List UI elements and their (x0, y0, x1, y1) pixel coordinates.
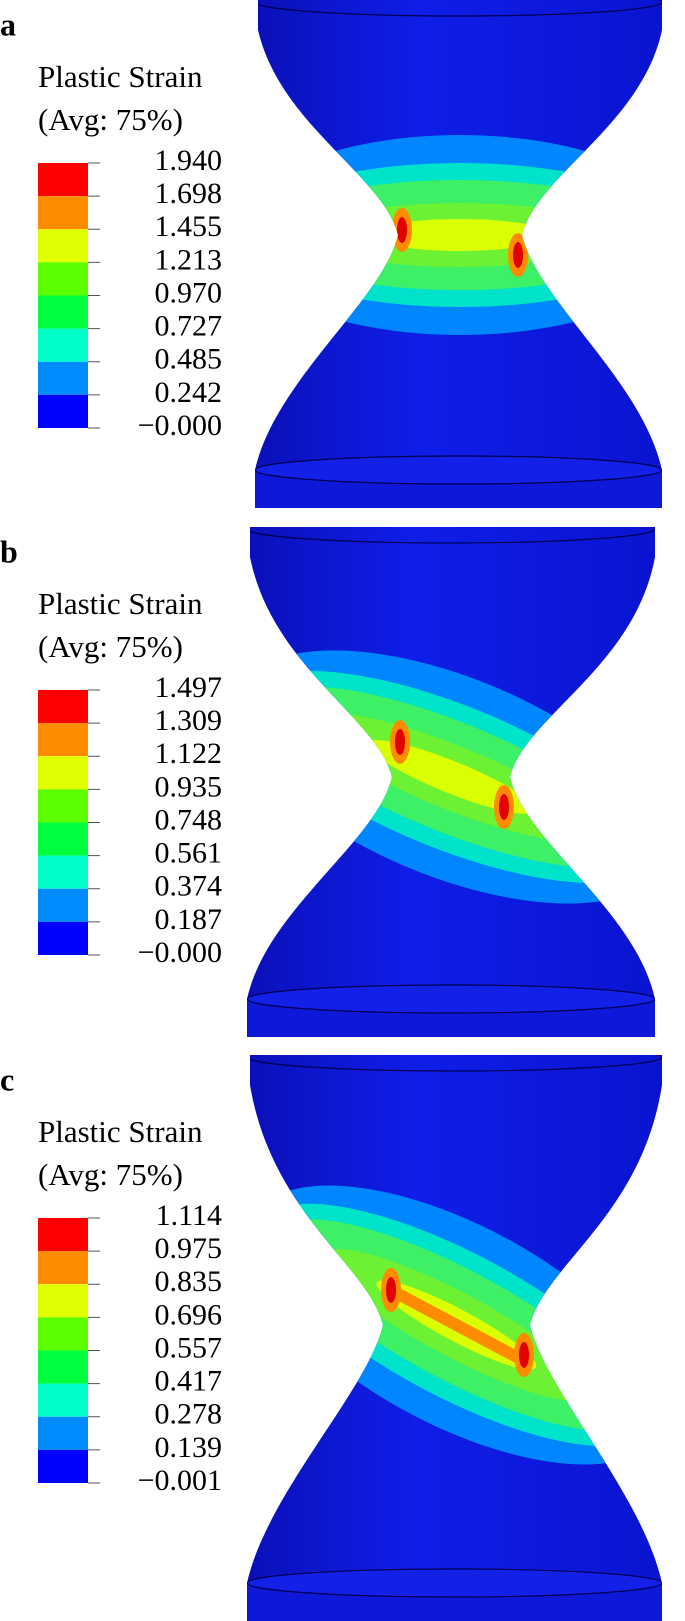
legend-swatch (38, 921, 88, 955)
legend-swatch (38, 690, 88, 724)
legend-swatch (38, 229, 88, 263)
hotspot (519, 1342, 529, 1368)
panel: a Plastic Strain (Avg: 75%) 1.9401.6981.455… (0, 0, 662, 508)
contour-core (391, 1286, 522, 1364)
panel: b Plastic Strain (Avg: 75%) 1.4971.3091.122… (0, 527, 655, 1037)
legend-level: 0.374 (155, 870, 223, 903)
legend-level: 0.561 (155, 837, 223, 870)
hotspot (499, 794, 509, 820)
specimen (247, 1055, 662, 1621)
panel: c Plastic Strain (Avg: 75%) 1.1140.9750.835… (0, 1055, 662, 1621)
legend-level: 0.557 (155, 1331, 223, 1364)
legend-level: 1.497 (155, 671, 223, 704)
legend-level: 1.122 (155, 737, 223, 770)
legend-level: 0.485 (155, 343, 223, 376)
panel-label: b (0, 533, 18, 569)
legend-level: 0.970 (155, 276, 223, 309)
top-rim (255, 0, 662, 17)
legend-level: 1.455 (155, 210, 223, 243)
legend-subtitle: (Avg: 75%) (38, 102, 183, 137)
legend-title: Plastic Strain (38, 59, 203, 94)
legend-swatch (38, 1317, 88, 1351)
legend-level: 0.975 (155, 1232, 223, 1265)
hotspot (395, 729, 405, 755)
legend-swatch (38, 1383, 88, 1417)
legend-swatch (38, 855, 88, 889)
legend-level: −0.001 (138, 1464, 222, 1497)
legend-level: 0.417 (155, 1365, 223, 1398)
legend-swatch (38, 394, 88, 428)
legend-swatch (38, 295, 88, 329)
legend-swatch (38, 888, 88, 922)
legend-swatch (38, 361, 88, 395)
legend-level: 1.213 (155, 243, 223, 276)
panel-label: c (0, 1061, 14, 1097)
legend-subtitle: (Avg: 75%) (38, 1157, 183, 1192)
contours (255, 135, 662, 335)
legend-title: Plastic Strain (38, 1114, 203, 1149)
legend-swatch (38, 1416, 88, 1450)
legend-swatch (38, 328, 88, 362)
legend-level: 1.309 (155, 704, 223, 737)
legend-level: 1.940 (155, 144, 223, 177)
legend-subtitle: (Avg: 75%) (38, 629, 183, 664)
hotspot (513, 242, 523, 268)
legend-swatch (38, 163, 88, 197)
contour-band (367, 740, 535, 814)
contour-band (370, 219, 550, 251)
specimen (247, 527, 655, 1037)
hotspot (397, 217, 407, 243)
legend-swatch (38, 822, 88, 856)
top-rim (247, 527, 655, 544)
legend-level: 0.835 (155, 1265, 223, 1298)
legend-level: 0.278 (155, 1398, 223, 1431)
top-rim (247, 1055, 662, 1072)
legend-level: 0.242 (155, 376, 223, 409)
legend-swatch (38, 1449, 88, 1483)
legend-swatch (38, 723, 88, 757)
bottom-rim (255, 455, 662, 485)
legend-level: 0.187 (155, 903, 223, 936)
bottom-rim (247, 1568, 662, 1598)
legend-swatch (38, 262, 88, 296)
specimen (255, 0, 662, 508)
legend-swatch (38, 1218, 88, 1252)
legend-level: 1.698 (155, 177, 223, 210)
legend-level: 0.748 (155, 803, 223, 836)
legend-level: 0.139 (155, 1431, 223, 1464)
legend-title: Plastic Strain (38, 586, 203, 621)
legend-level: 0.935 (155, 770, 223, 803)
legend-swatch (38, 1350, 88, 1384)
legend-swatch (38, 1284, 88, 1318)
legend-swatch (38, 1251, 88, 1285)
hotspot (386, 1277, 396, 1303)
legend-level: −0.000 (138, 936, 222, 969)
legend-level: 0.696 (155, 1298, 223, 1331)
legend-swatch (38, 789, 88, 823)
panel-label: a (0, 6, 16, 42)
legend-level: −0.000 (138, 409, 222, 442)
legend-swatch (38, 756, 88, 790)
legend-swatch (38, 196, 88, 230)
contours (248, 1185, 662, 1465)
legend-level: 1.114 (156, 1199, 222, 1232)
bottom-rim (247, 984, 655, 1014)
legend-level: 0.727 (155, 310, 223, 343)
